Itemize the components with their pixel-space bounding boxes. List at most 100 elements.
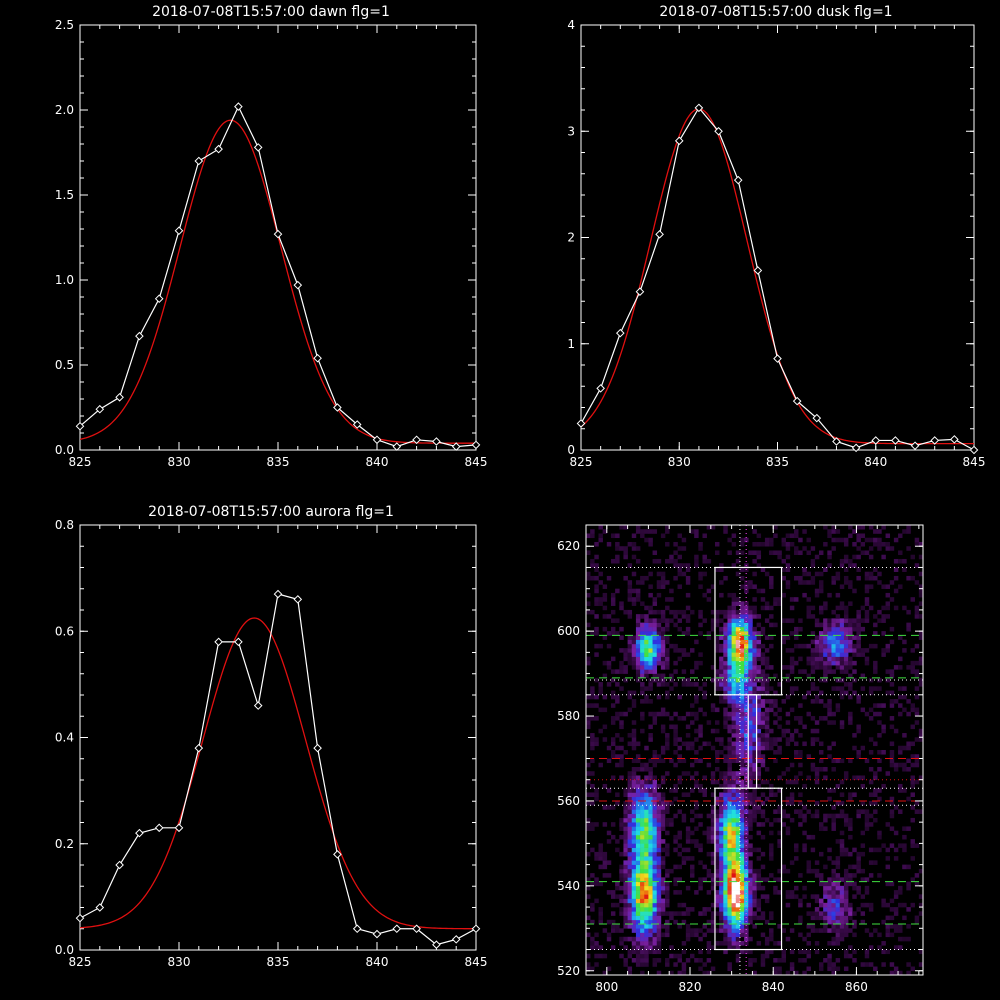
heatmap-cell	[739, 860, 745, 865]
heatmap-cell	[914, 881, 920, 887]
heatmap-cell	[644, 656, 649, 662]
heatmap-cell	[602, 873, 608, 878]
heatmap-cell	[714, 809, 720, 814]
heatmap-cell	[648, 635, 653, 640]
heatmap-cell	[635, 639, 641, 645]
heatmap-cell	[619, 745, 624, 751]
heatmap-cell	[823, 885, 828, 891]
heatmap-cell	[764, 936, 770, 942]
panel-dawn-data-point	[451, 442, 461, 451]
heatmap-cell	[739, 601, 745, 606]
heatmap-cell	[823, 817, 828, 823]
heatmap-cell	[594, 588, 599, 594]
heatmap-cell	[856, 728, 861, 734]
heatmap-cell	[710, 839, 716, 844]
heatmap-cell	[669, 588, 674, 594]
heatmap-cell	[590, 966, 595, 972]
heatmap-cell	[652, 626, 658, 632]
heatmap-cell	[714, 682, 720, 687]
heatmap-cell	[652, 762, 658, 768]
heatmap-cell	[698, 546, 703, 551]
heatmap-cell	[598, 682, 603, 687]
heatmap-cell	[602, 707, 608, 713]
heatmap-cell	[839, 724, 845, 730]
heatmap-cell	[685, 711, 691, 717]
heatmap-cell	[648, 826, 653, 831]
heatmap-cell	[744, 609, 749, 615]
heatmap-cell	[794, 856, 799, 861]
heatmap-cell	[835, 881, 841, 887]
heatmap-cell	[789, 800, 795, 806]
heatmap-cell	[885, 605, 891, 611]
heatmap-cell	[769, 550, 774, 556]
panel-heatmap-xtick-label: 800	[595, 980, 618, 994]
heatmap-cell	[831, 525, 836, 530]
heatmap-cell	[673, 881, 678, 887]
heatmap-cell	[652, 754, 658, 759]
heatmap-cell	[843, 537, 849, 543]
heatmap-cell	[902, 847, 907, 853]
heatmap-cell	[785, 830, 791, 836]
heatmap-cell	[631, 911, 637, 916]
heatmap-cell	[818, 898, 824, 904]
heatmap-cell	[885, 584, 891, 589]
heatmap-cell	[619, 936, 624, 942]
heatmap-cell	[748, 890, 753, 895]
heatmap-cell	[818, 911, 824, 916]
heatmap-cell	[706, 597, 712, 602]
heatmap-cell	[727, 652, 732, 657]
heatmap-cell	[710, 703, 716, 708]
panel-dawn-data-point	[214, 144, 223, 154]
panel-dusk-ytick-label: 4	[567, 18, 575, 32]
heatmap-cell	[727, 885, 732, 891]
heatmap-cell	[710, 622, 716, 628]
panel-dusk-data-point	[733, 175, 743, 185]
heatmap-cell	[764, 898, 770, 904]
heatmap-cell	[806, 932, 811, 938]
heatmap-cell	[640, 762, 645, 768]
heatmap-cell	[868, 537, 874, 543]
heatmap-cell	[777, 805, 782, 810]
panel-dusk-data-point	[596, 384, 605, 393]
heatmap-cell	[714, 839, 720, 844]
heatmap-cell	[777, 724, 782, 730]
heatmap-cell	[873, 529, 878, 534]
heatmap-cell	[719, 894, 724, 899]
heatmap-cell	[690, 868, 695, 874]
heatmap-cell	[744, 809, 749, 814]
heatmap-cell	[748, 758, 753, 764]
heatmap-cell	[827, 966, 832, 972]
heatmap-cell	[610, 618, 616, 623]
heatmap-cell	[739, 839, 745, 844]
heatmap-cell	[702, 533, 707, 539]
heatmap-cell	[640, 856, 645, 861]
heatmap-cell	[756, 847, 762, 853]
heatmap-cell	[615, 754, 620, 759]
heatmap-cell	[823, 703, 828, 708]
heatmap-cell	[735, 805, 741, 810]
heatmap-cell	[640, 686, 645, 691]
heatmap-cell	[698, 911, 703, 916]
heatmap-cell	[744, 673, 749, 679]
heatmap-cell	[739, 656, 745, 662]
heatmap-cell	[644, 941, 649, 946]
heatmap-cell	[885, 533, 891, 539]
heatmap-cell	[623, 924, 628, 929]
heatmap-cell	[656, 941, 662, 946]
heatmap-cell	[623, 648, 628, 653]
heatmap-cell	[848, 660, 853, 666]
heatmap-cell	[669, 945, 674, 950]
heatmap-cell	[627, 890, 633, 895]
heatmap-cell	[648, 941, 653, 946]
heatmap-cell	[640, 885, 645, 891]
heatmap-cell	[827, 788, 832, 793]
heatmap-cell	[586, 792, 591, 797]
heatmap-cell	[640, 788, 645, 793]
panel-dusk-data-point	[773, 354, 782, 363]
heatmap-cell	[714, 766, 720, 772]
heatmap-cell	[627, 843, 633, 848]
heatmap-cell	[818, 622, 824, 628]
heatmap-cell	[752, 817, 757, 823]
heatmap-cell	[681, 962, 687, 967]
heatmap-cell	[640, 860, 645, 865]
